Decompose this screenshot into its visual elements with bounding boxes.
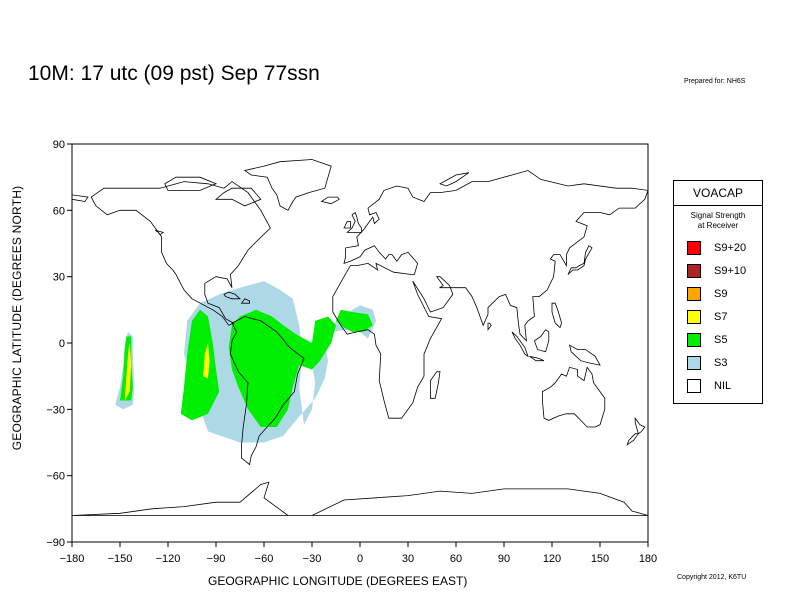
coastline [71, 481, 649, 516]
legend-swatch [687, 264, 701, 278]
y-tick-label: −90 [46, 537, 65, 549]
y-axis-label: GEOGRAPHIC LATITUDE (DEGREES NORTH) [10, 185, 24, 451]
coastline [214, 187, 262, 207]
coastline [240, 298, 251, 304]
y-tick-label: 90 [53, 139, 65, 151]
coastline [567, 245, 593, 275]
legend-item-s7: S7 [687, 310, 727, 324]
y-tick-label: −60 [46, 471, 65, 483]
y-tick-label: 0 [59, 338, 65, 350]
x-tick-label: 0 [357, 553, 363, 565]
x-tick-label: 150 [591, 553, 609, 565]
coastline [439, 172, 470, 187]
coastline [229, 316, 305, 466]
legend-label: NIL [714, 380, 732, 392]
coastline [343, 220, 351, 229]
legend-item-s5: S5 [687, 333, 727, 347]
coastline [626, 433, 640, 446]
coastline [511, 331, 529, 358]
map-frame-background [72, 144, 648, 542]
coastline [487, 322, 492, 331]
x-tick-label: 60 [450, 553, 462, 565]
coastline [346, 211, 363, 233]
legend-label: S7 [714, 311, 728, 323]
y-tick-label: 30 [53, 272, 65, 284]
coastline [634, 416, 646, 435]
legend-subtitle-line-2: at Receiver [697, 221, 739, 230]
axis-ticks: −180 −150 −120 −90 −60 −30 0 30 60 90 120 150 180 90 6… [46, 139, 657, 565]
coverage-region-s7 [124, 343, 132, 401]
coverage-region-s7 [203, 343, 210, 379]
legend-subtitle-line-1: Signal Strength [690, 211, 746, 220]
legend-swatch [687, 356, 701, 370]
coverage-layer [115, 281, 376, 443]
coastline [529, 355, 545, 362]
coverage-region-s5 [336, 309, 373, 332]
coastline-layer [71, 159, 649, 516]
coastline [332, 170, 649, 419]
coastline [90, 181, 271, 326]
legend-label: S9 [714, 288, 728, 300]
legend-item-s9plus20: S9+20 [687, 241, 746, 255]
coastline [243, 159, 332, 211]
legend-item-nil: NIL [687, 379, 731, 393]
copyright-note: Copyright 2012, K6TU [677, 574, 747, 581]
legend-swatch [687, 333, 701, 347]
y-tick-label: −30 [46, 404, 65, 416]
legend-item-s9: S9 [687, 287, 727, 301]
x-tick-label: −60 [255, 553, 274, 565]
x-tick-label: 30 [402, 553, 414, 565]
legend-swatch [687, 241, 701, 255]
legend-label: S9+20 [714, 242, 747, 254]
legend-label: S9+10 [714, 265, 747, 277]
coastline [542, 366, 606, 428]
coastline [568, 344, 601, 366]
legend-subtitle: Signal Strength at Receiver [674, 211, 762, 231]
coastline [223, 291, 242, 300]
legend-title: VOACAP [674, 181, 762, 206]
coverage-region-s5 [228, 309, 336, 427]
signal-legend: VOACAP Signal Strength at Receiver S9+20… [673, 180, 763, 404]
coverage-region-s5 [180, 309, 220, 421]
coastline [551, 302, 563, 329]
legend-swatch [687, 310, 701, 324]
legend-label: S3 [714, 357, 728, 369]
x-tick-label: 120 [543, 553, 561, 565]
legend-swatch [687, 287, 701, 301]
x-tick-label: −30 [303, 553, 322, 565]
map-title: 10M: 17 utc (09 pst) Sep 77ssn [28, 62, 320, 85]
legend-item-s3: S3 [687, 356, 727, 370]
x-tick-label: 90 [498, 553, 510, 565]
x-tick-label: 180 [639, 553, 657, 565]
x-tick-label: −150 [108, 553, 133, 565]
legend-item-s9plus10: S9+10 [687, 264, 746, 278]
coastline [164, 176, 218, 191]
x-axis-label: GEOGRAPHIC LONGITUDE (DEGREES EAST) [208, 574, 468, 588]
x-tick-label: −180 [60, 553, 85, 565]
legend-swatch [687, 379, 701, 393]
legend-label: S5 [714, 334, 728, 346]
prepared-for-note: Prepared for: NH6S [684, 78, 746, 85]
coastline [533, 329, 550, 353]
x-tick-label: −120 [156, 553, 181, 565]
coastline [154, 229, 165, 236]
y-tick-label: 60 [53, 205, 65, 217]
x-tick-label: −90 [207, 553, 226, 565]
coastline [320, 196, 340, 205]
coastline [429, 371, 441, 399]
